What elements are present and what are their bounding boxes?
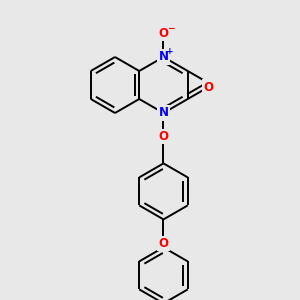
Text: O: O (158, 237, 169, 250)
Text: O: O (158, 130, 169, 143)
Text: N: N (158, 50, 169, 64)
Text: −: − (167, 24, 174, 33)
Text: +: + (166, 47, 173, 56)
Text: O: O (158, 27, 169, 40)
Text: N: N (158, 106, 169, 119)
Text: O: O (203, 81, 213, 94)
